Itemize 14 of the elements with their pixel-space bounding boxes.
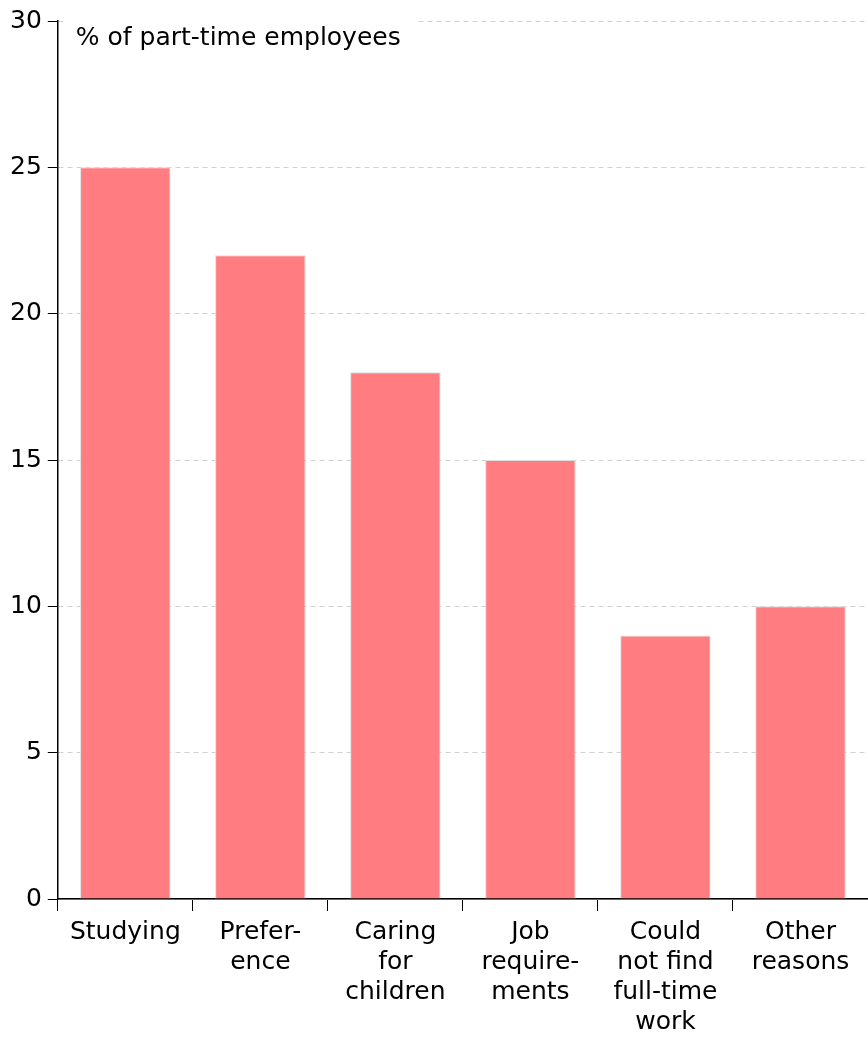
- x-tick-label: Studying: [69, 915, 181, 945]
- y-axis-title: % of part-time employees: [75, 21, 401, 51]
- y-tick-label: 0: [25, 882, 42, 912]
- y-tick-label: 20: [10, 297, 42, 327]
- x-tick-label: Caring for children: [345, 915, 446, 1005]
- x-tick-label: Could not find full-time work: [613, 915, 718, 1035]
- y-tick-label: 10: [10, 589, 42, 619]
- x-tick-label: Other reasons: [751, 915, 850, 975]
- x-tick-label: Prefer- ence: [219, 915, 302, 975]
- y-tick-label: 5: [25, 736, 42, 766]
- y-tick-label: 30: [10, 4, 42, 34]
- y-tick-label: 25: [10, 150, 42, 180]
- x-tick-label: Job require- ments: [481, 915, 580, 1005]
- y-tick-label: 15: [10, 443, 42, 473]
